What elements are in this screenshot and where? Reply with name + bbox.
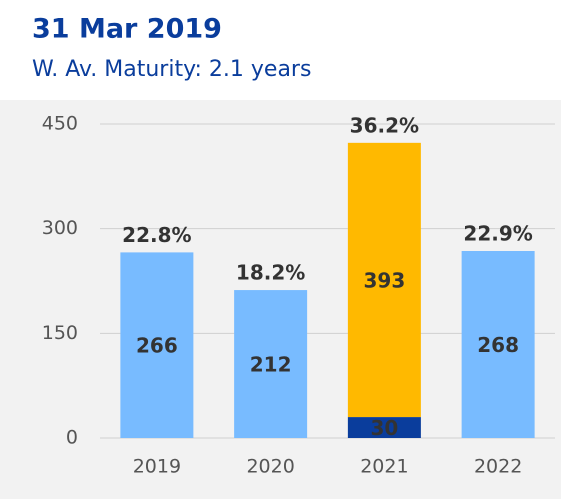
- x-tick-label: 2020: [246, 456, 294, 478]
- total-label: 36.2%: [350, 113, 419, 137]
- chart-subtitle: W. Av. Maturity: 2.1 years: [32, 57, 311, 82]
- total-label: 22.8%: [122, 223, 191, 247]
- bar-segment: [461, 250, 535, 438]
- bar-segment: [120, 252, 194, 438]
- value-label: 266: [136, 334, 178, 358]
- total-label: 22.9%: [463, 221, 532, 245]
- value-label: 393: [364, 268, 406, 292]
- x-tick-label: 2019: [133, 456, 181, 478]
- bar-segment: [347, 417, 421, 438]
- y-tick-label: 0: [66, 427, 78, 449]
- y-tick-label: 150: [42, 322, 78, 344]
- x-tick-label: 2022: [474, 456, 522, 478]
- y-tick-label: 300: [42, 217, 78, 239]
- y-tick-label: 450: [42, 113, 78, 135]
- bar-segment: [234, 290, 308, 438]
- x-tick-label: 2021: [360, 456, 408, 478]
- value-label: 212: [250, 353, 292, 377]
- bar-segment: [347, 142, 421, 418]
- value-label: 268: [477, 333, 519, 357]
- chart-title: 31 Mar 2019: [32, 14, 222, 45]
- total-label: 18.2%: [236, 261, 305, 285]
- value-label: 30: [370, 416, 398, 440]
